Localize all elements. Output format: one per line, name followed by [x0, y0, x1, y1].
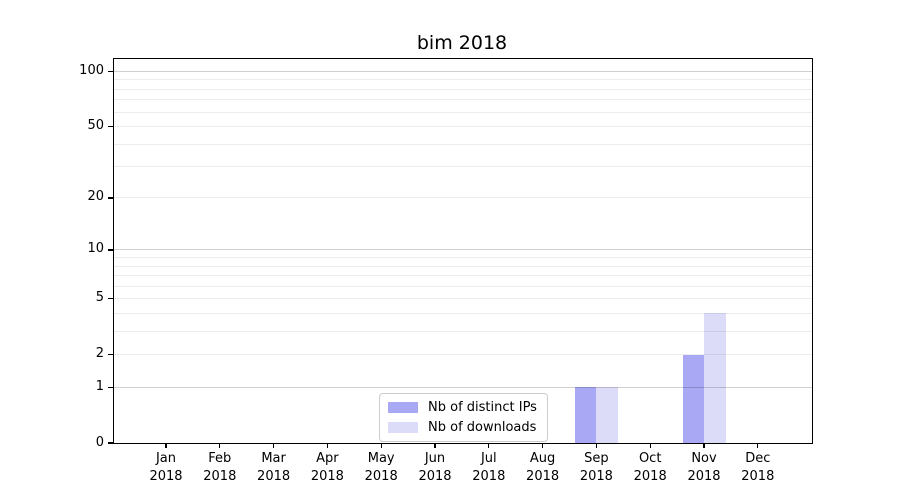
y-tick-mark [108, 386, 113, 388]
y-tick-label: 2 [95, 346, 104, 362]
gridline [114, 71, 812, 73]
y-tick-mark [108, 125, 113, 128]
gridline [114, 249, 812, 251]
legend-label-downloads: Nb of downloads [428, 420, 537, 435]
gridline [114, 197, 812, 199]
y-tick-label: 20 [87, 189, 104, 205]
legend-label-distinct-ips: Nb of distinct IPs [428, 400, 537, 415]
legend-item-downloads: Nb of downloads [388, 420, 537, 435]
y-tick-label: 1 [95, 378, 104, 394]
y-tick-label: 0 [95, 434, 104, 450]
y-tick-mark [108, 249, 113, 251]
gridline [114, 257, 812, 259]
y-tick-mark [108, 70, 113, 73]
gridline [114, 386, 812, 388]
legend-swatch-distinct-ips-icon [388, 402, 418, 413]
gridline [114, 265, 812, 267]
legend: Nb of distinct IPs Nb of downloads [379, 393, 548, 442]
x-tick-mark [757, 443, 759, 448]
x-tick-label: Apr 2018 [310, 451, 344, 484]
x-tick-label: Jul 2018 [472, 451, 506, 484]
legend-swatch-downloads-icon [388, 422, 418, 433]
gridline [114, 166, 812, 168]
gridline [114, 298, 812, 300]
y-tick-label: 10 [87, 241, 104, 257]
x-tick-label: Oct 2018 [633, 451, 667, 484]
y-tick-mark [108, 353, 113, 356]
gridline [114, 285, 812, 287]
x-tick-mark [595, 443, 597, 448]
plot-area: Nb of distinct IPs Nb of downloads 0 1 2 5 1… [79, 58, 813, 484]
y-tick-mark [108, 197, 113, 199]
gridline [114, 275, 812, 277]
gridline [114, 79, 812, 81]
y-tick-mark [108, 298, 113, 300]
gridline [114, 312, 812, 314]
legend-item-distinct-ips: Nb of distinct IPs [388, 400, 537, 415]
x-tick-label: Dec 2018 [741, 451, 775, 484]
y-tick-label: 5 [95, 290, 104, 306]
x-tick-mark [649, 443, 651, 448]
bar-nb-of-downloads [596, 387, 618, 443]
gridline [114, 330, 812, 332]
x-tick-label: Jun 2018 [418, 451, 452, 484]
bar-nb-of-downloads [704, 313, 726, 443]
x-tick-mark [542, 443, 544, 448]
x-tick-label: Jan 2018 [149, 451, 183, 484]
y-tick-mark [108, 442, 113, 444]
x-tick-mark [434, 443, 436, 448]
x-tick-label: Mar 2018 [257, 451, 291, 484]
x-tick-label: May 2018 [364, 451, 398, 484]
x-tick-mark [380, 443, 382, 448]
x-tick-mark [488, 443, 490, 448]
gridline [114, 354, 812, 356]
x-tick-label: Nov 2018 [687, 451, 721, 484]
x-tick-label: Feb 2018 [203, 451, 237, 484]
gridline [114, 99, 812, 101]
x-tick-mark [326, 443, 328, 448]
x-tick-mark [165, 443, 167, 448]
y-tick-label: 100 [79, 63, 104, 79]
bar-nb-of-distinct-ips [574, 387, 597, 443]
bar-nb-of-distinct-ips [682, 354, 704, 443]
x-tick-mark [703, 443, 705, 448]
gridline [114, 143, 812, 145]
chart-title: bim 2018 [416, 32, 508, 54]
gridline [114, 88, 812, 90]
x-tick-label: Sep 2018 [579, 451, 613, 484]
gridline [114, 111, 812, 113]
x-tick-label: Aug 2018 [526, 451, 560, 484]
y-tick-label: 50 [87, 118, 104, 134]
x-tick-mark [273, 443, 275, 448]
gridline [114, 126, 812, 128]
x-tick-mark [219, 443, 221, 448]
